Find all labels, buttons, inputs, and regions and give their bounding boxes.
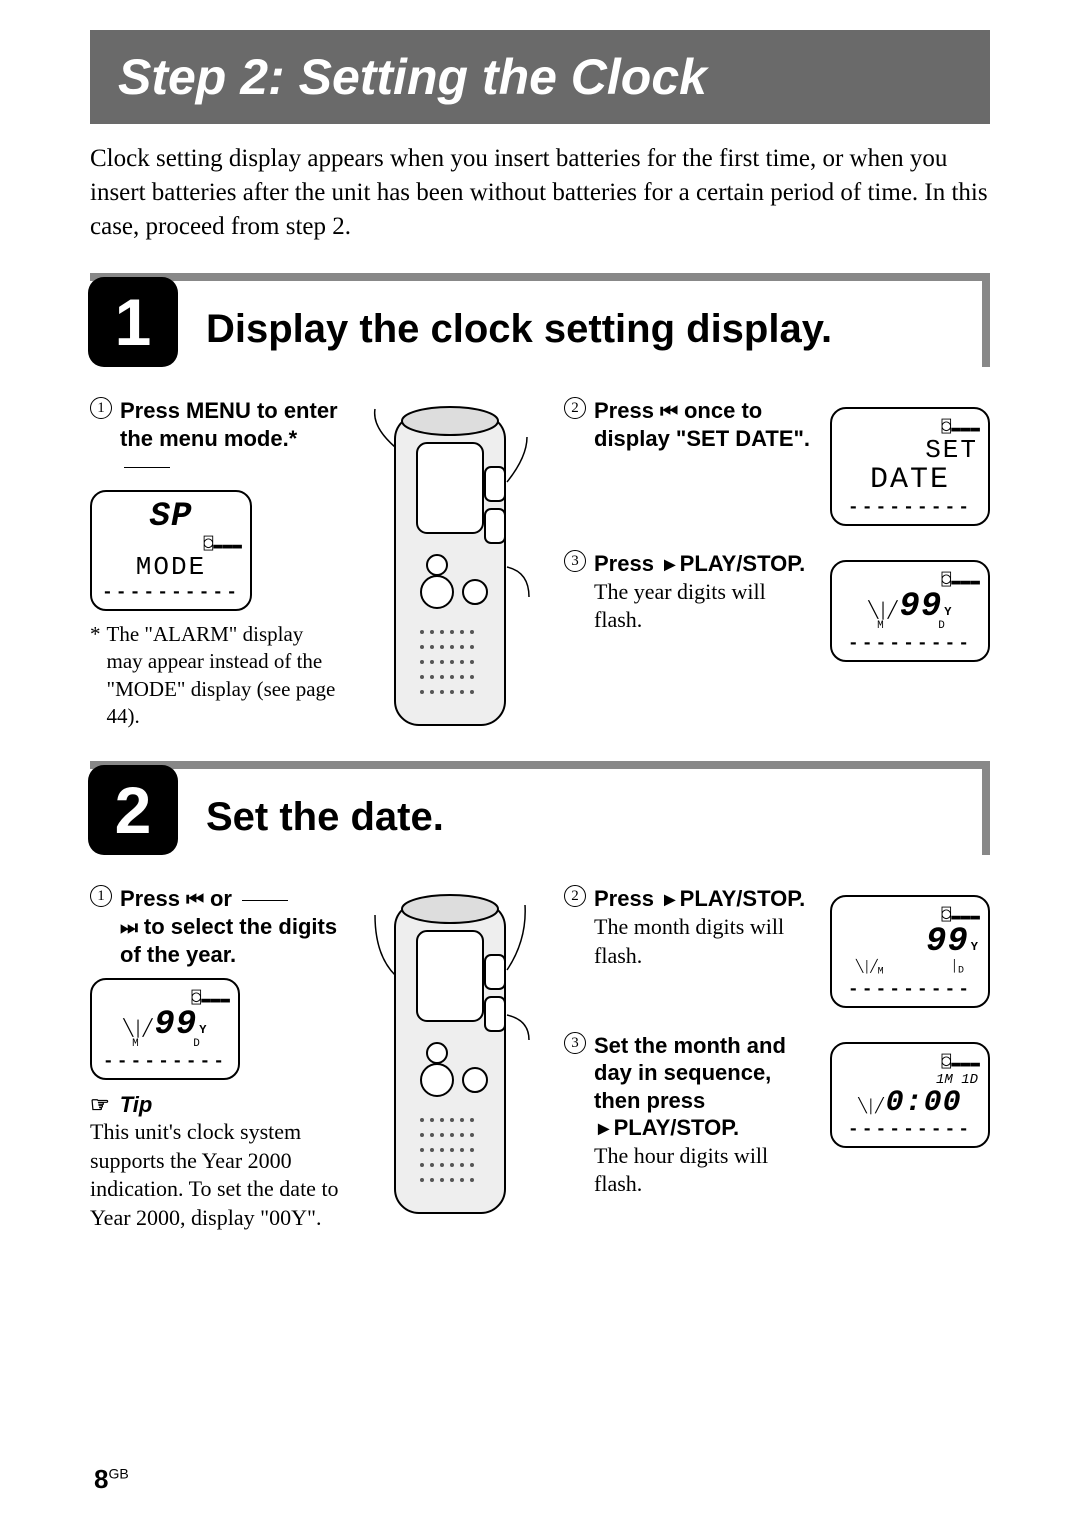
s1-footnote: * The "ALARM" display may appear instead… [90,621,340,730]
s1-step3: 3 Press PLAY/STOP. [564,550,814,578]
battery-icon: ⌼▬▬▬ [942,417,980,437]
section-1-number: 1 [88,277,178,367]
battery-icon: ⌼▬▬▬ [204,534,242,554]
circled-2-icon: 2 [564,397,586,419]
lcd-month-flash: ⌼▬▬▬ 99Y ╲│╱M │D --------- [830,895,990,1007]
prev-track-icon [660,398,678,423]
lcd-dashes: --------- [848,498,972,518]
section-1-header: 1 Display the clock setting display. [90,273,990,367]
lcd-hour-flash: ⌼▬▬▬ 1M 1D ╲│╱ 0:00 --------- [830,1042,990,1148]
section-2-title: Set the date. [178,785,444,840]
page-title: Step 2: Setting the Clock [90,30,990,124]
battery-icon: ⌼▬▬▬ [192,988,230,1008]
next-track-icon [120,914,138,939]
s1-step3-body: The year digits will flash. [564,578,814,635]
lcd-md: M D [106,1038,224,1050]
s2-step2-body: The month digits will flash. [564,913,814,970]
lcd-year-select: ⌼▬▬▬ ╲│╱ 99Y M D --------- [90,978,240,1080]
battery-icon: ⌼▬▬▬ [942,905,980,925]
s1-step2: 2 Press once to display "SET DATE". [564,397,814,452]
play-icon [660,551,680,576]
circled-3-icon: 3 [564,550,586,572]
lcd-set: SET [925,437,978,464]
device-illustration [367,885,537,1225]
lcd-dashes: --------- [848,634,972,654]
lcd-dashes: --------- [103,1052,227,1072]
battery-icon: ⌼▬▬▬ [942,1052,980,1072]
lcd-99: 99 [154,1008,197,1042]
s2-step3: 3 Set the month and day in sequence, the… [564,1032,814,1142]
lcd-dashes: --------- [848,1120,972,1140]
circled-1-icon: 1 [90,397,112,419]
lcd-sp: SP [150,500,193,534]
circled-1-icon: 1 [90,885,112,907]
battery-icon: ⌼▬▬▬ [942,570,980,590]
s1-step1-text: Press MENU to enter the menu mode.* [120,398,338,451]
leader-line-icon [120,463,170,473]
lcd-dashes: ---------- [102,583,240,603]
circled-2-icon: 2 [564,885,586,907]
lcd-99: 99 [899,590,942,624]
s2-step1: 1 Press or to select the digits of the y… [90,885,340,968]
hand-point-icon: ☞ [90,1092,110,1117]
section-1-body: 1 Press MENU to enter the menu mode.* SP… [90,397,990,737]
lcd-year-flash: ⌼▬▬▬ ╲│╱ 99Y M D --------- [830,560,990,662]
s2-step2: 2 Press PLAY/STOP. [564,885,814,913]
tip-heading: ☞Tip [90,1092,340,1118]
lcd-set-date: ⌼▬▬▬ SET DATE --------- [830,407,990,526]
lcd-mode: MODE [136,554,206,581]
s2-step3-body: The hour digits will flash. [564,1142,814,1199]
prev-track-icon [186,886,204,911]
device-illustration [367,397,537,737]
page-number: 8GB [94,1464,129,1495]
s1-step1: 1 Press MENU to enter the menu mode.* [90,397,340,480]
lcd-99: 99 [926,925,969,959]
lcd-md: M D [851,620,969,632]
tip-body: This unit's clock system supports the Ye… [90,1118,340,1232]
intro-text: Clock setting display appears when you i… [90,142,990,243]
section-2-body: 1 Press or to select the digits of the y… [90,885,990,1232]
circled-3-icon: 3 [564,1032,586,1054]
lcd-time: 0:00 [886,1088,962,1118]
leader-line-icon [238,896,288,906]
lcd-dashes: --------- [848,980,972,1000]
section-2-header: 2 Set the date. [90,761,990,855]
section-1-title: Display the clock setting display. [178,297,832,352]
section-2-number: 2 [88,765,178,855]
lcd-mode-display: SP ⌼▬▬▬ MODE ---------- [90,490,252,611]
play-icon [594,1115,614,1140]
play-icon [660,886,680,911]
lcd-date: DATE [870,465,950,497]
